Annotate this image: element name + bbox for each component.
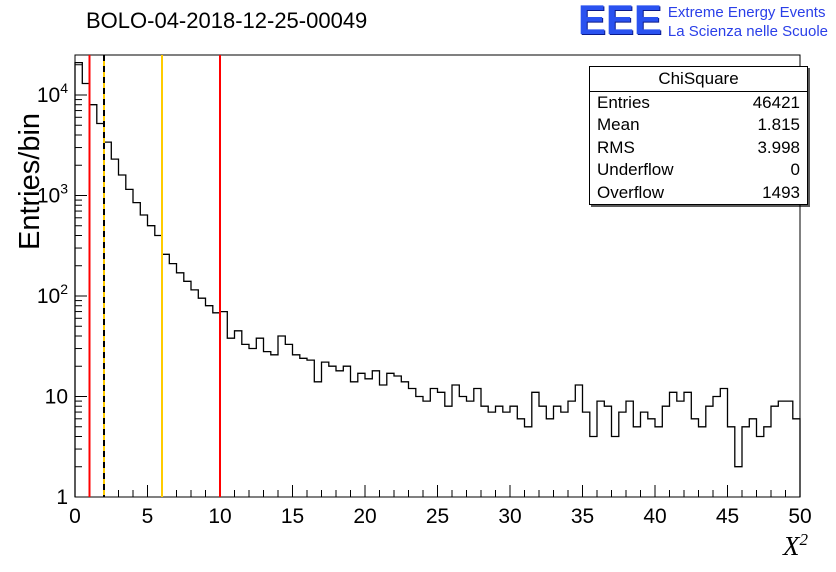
stats-label: RMS [597,137,635,157]
x-tick-label: 25 [426,505,449,528]
y-tick-label: 102 [37,281,68,308]
stats-value: 0 [790,160,800,180]
x-tick-label: 30 [498,505,521,528]
eee-logo-line1: Extreme Energy Events [667,4,826,21]
stats-row-rms: RMS 3.998 [590,137,807,159]
x-tick-label: 40 [643,505,666,528]
eee-logo-line2: La Scienza nelle Scuole [667,22,828,40]
stats-value: 3.998 [757,137,800,157]
stats-label: Mean [597,115,640,135]
stats-row-entries: Entries 46421 [590,92,807,114]
x-tick-label: 15 [281,505,304,528]
stats-row-overflow: Overflow 1493 [590,182,807,204]
stats-row-mean: Mean 1.815 [590,114,807,136]
histogram-line [74,61,801,497]
x-tick-label: 5 [142,505,154,528]
stats-row-underflow: Underflow 0 [590,159,807,181]
x-tick-label: 0 [69,505,81,528]
stats-label: Overflow [597,182,665,202]
stats-value: 1.815 [757,115,800,135]
x-tick-label: 10 [208,505,231,528]
stats-value: 46421 [752,93,800,112]
y-tick-label: 1 [56,486,68,509]
x-axis-title-base: X [783,531,800,561]
y-tick-label: 10 [45,385,68,408]
stats-label: Entries [597,93,650,112]
eee-logo-text: Extreme Energy Events La Scienza nelle S… [668,2,828,42]
y-tick-label: 104 [37,80,68,107]
stats-label: Underflow [597,160,674,180]
stats-box: ChiSquare Entries 46421 Mean 1.815 RMS 3… [589,66,808,205]
x-tick-label: 20 [353,505,376,528]
plot-title: BOLO-04-2018-12-25-00049 [86,8,368,33]
x-axis-title-exponent: 2 [799,530,809,549]
stats-box-title: ChiSquare [590,67,807,92]
x-axis-title: X2 [783,530,808,562]
eee-logo: EEE Extreme Energy Events La Scienza nel… [577,0,828,43]
x-tick-label: 50 [788,505,811,528]
stats-value: 1493 [762,182,800,202]
x-tick-label: 45 [716,505,739,528]
x-tick-label: 35 [571,505,594,528]
eee-logo-acronym: EEE [577,0,662,43]
y-axis-title: Entries/bin [14,112,46,250]
